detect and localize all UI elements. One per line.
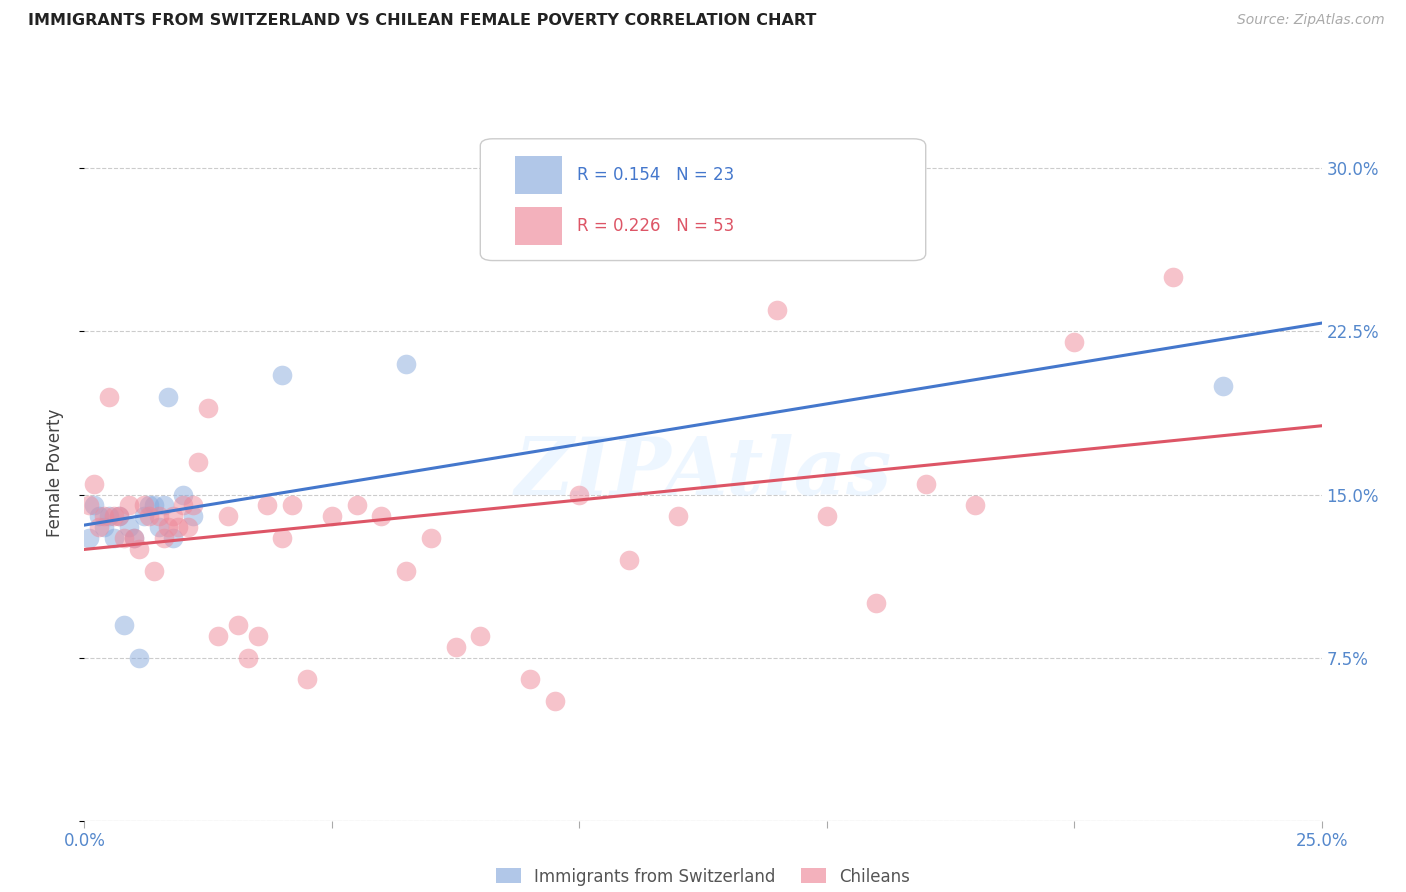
Point [89,520,111,534]
Point [346,499,368,513]
Point [281,499,304,513]
Point [112,618,135,632]
Point [815,509,838,524]
Point [395,357,418,371]
Point [717,227,740,241]
Point [444,640,467,654]
Point [172,499,194,513]
Point [1212,378,1234,392]
Point [395,564,418,578]
Point [543,694,565,708]
Point [79,499,101,513]
Point [128,650,150,665]
Point [197,401,219,415]
Point [118,499,141,513]
Point [256,499,278,513]
Point [122,531,145,545]
Point [766,302,789,317]
Point [181,499,204,513]
Point [172,487,194,501]
Point [181,509,204,524]
Point [132,499,155,513]
Point [112,531,135,545]
Point [108,509,131,524]
Point [617,552,640,567]
Point [370,509,392,524]
Point [295,673,318,687]
Point [271,531,294,545]
FancyBboxPatch shape [515,207,562,245]
Point [217,509,239,524]
Point [157,390,180,404]
Point [865,596,887,610]
Point [132,509,155,524]
Point [128,541,150,556]
Point [89,509,111,524]
Point [103,509,125,524]
Point [1161,270,1184,285]
Point [98,509,121,524]
Point [246,629,269,643]
Point [152,499,174,513]
Point [83,476,105,491]
Point [122,531,145,545]
Point [666,509,689,524]
Point [142,499,165,513]
Point [271,368,294,382]
Point [167,520,190,534]
Point [187,455,209,469]
Point [1063,335,1085,350]
FancyBboxPatch shape [481,139,925,260]
Point [152,531,174,545]
Point [177,520,200,534]
Point [118,520,141,534]
FancyBboxPatch shape [515,156,562,194]
Point [568,487,591,501]
Text: R = 0.154   N = 23: R = 0.154 N = 23 [576,166,734,184]
Point [79,531,101,545]
Point [138,509,160,524]
Text: IMMIGRANTS FROM SWITZERLAND VS CHILEAN FEMALE POVERTY CORRELATION CHART: IMMIGRANTS FROM SWITZERLAND VS CHILEAN F… [28,13,817,29]
Y-axis label: Female Poverty: Female Poverty [45,409,63,537]
Text: R = 0.226   N = 53: R = 0.226 N = 53 [576,217,734,235]
Point [965,499,987,513]
Point [148,520,170,534]
Point [108,509,131,524]
Text: Source: ZipAtlas.com: Source: ZipAtlas.com [1237,13,1385,28]
Text: ZIPAtlas: ZIPAtlas [515,434,891,511]
Point [138,499,160,513]
Point [162,509,184,524]
Point [93,509,115,524]
Legend: Immigrants from Switzerland, Chileans: Immigrants from Switzerland, Chileans [489,861,917,892]
Point [207,629,229,643]
Point [83,499,105,513]
Point [103,531,125,545]
Point [142,564,165,578]
Point [419,531,441,545]
Point [470,629,492,643]
Point [162,531,184,545]
Point [226,618,249,632]
Point [519,673,541,687]
Point [98,390,121,404]
Point [157,520,180,534]
Point [148,509,170,524]
Point [914,476,936,491]
Point [321,509,343,524]
Point [236,650,259,665]
Point [93,520,115,534]
